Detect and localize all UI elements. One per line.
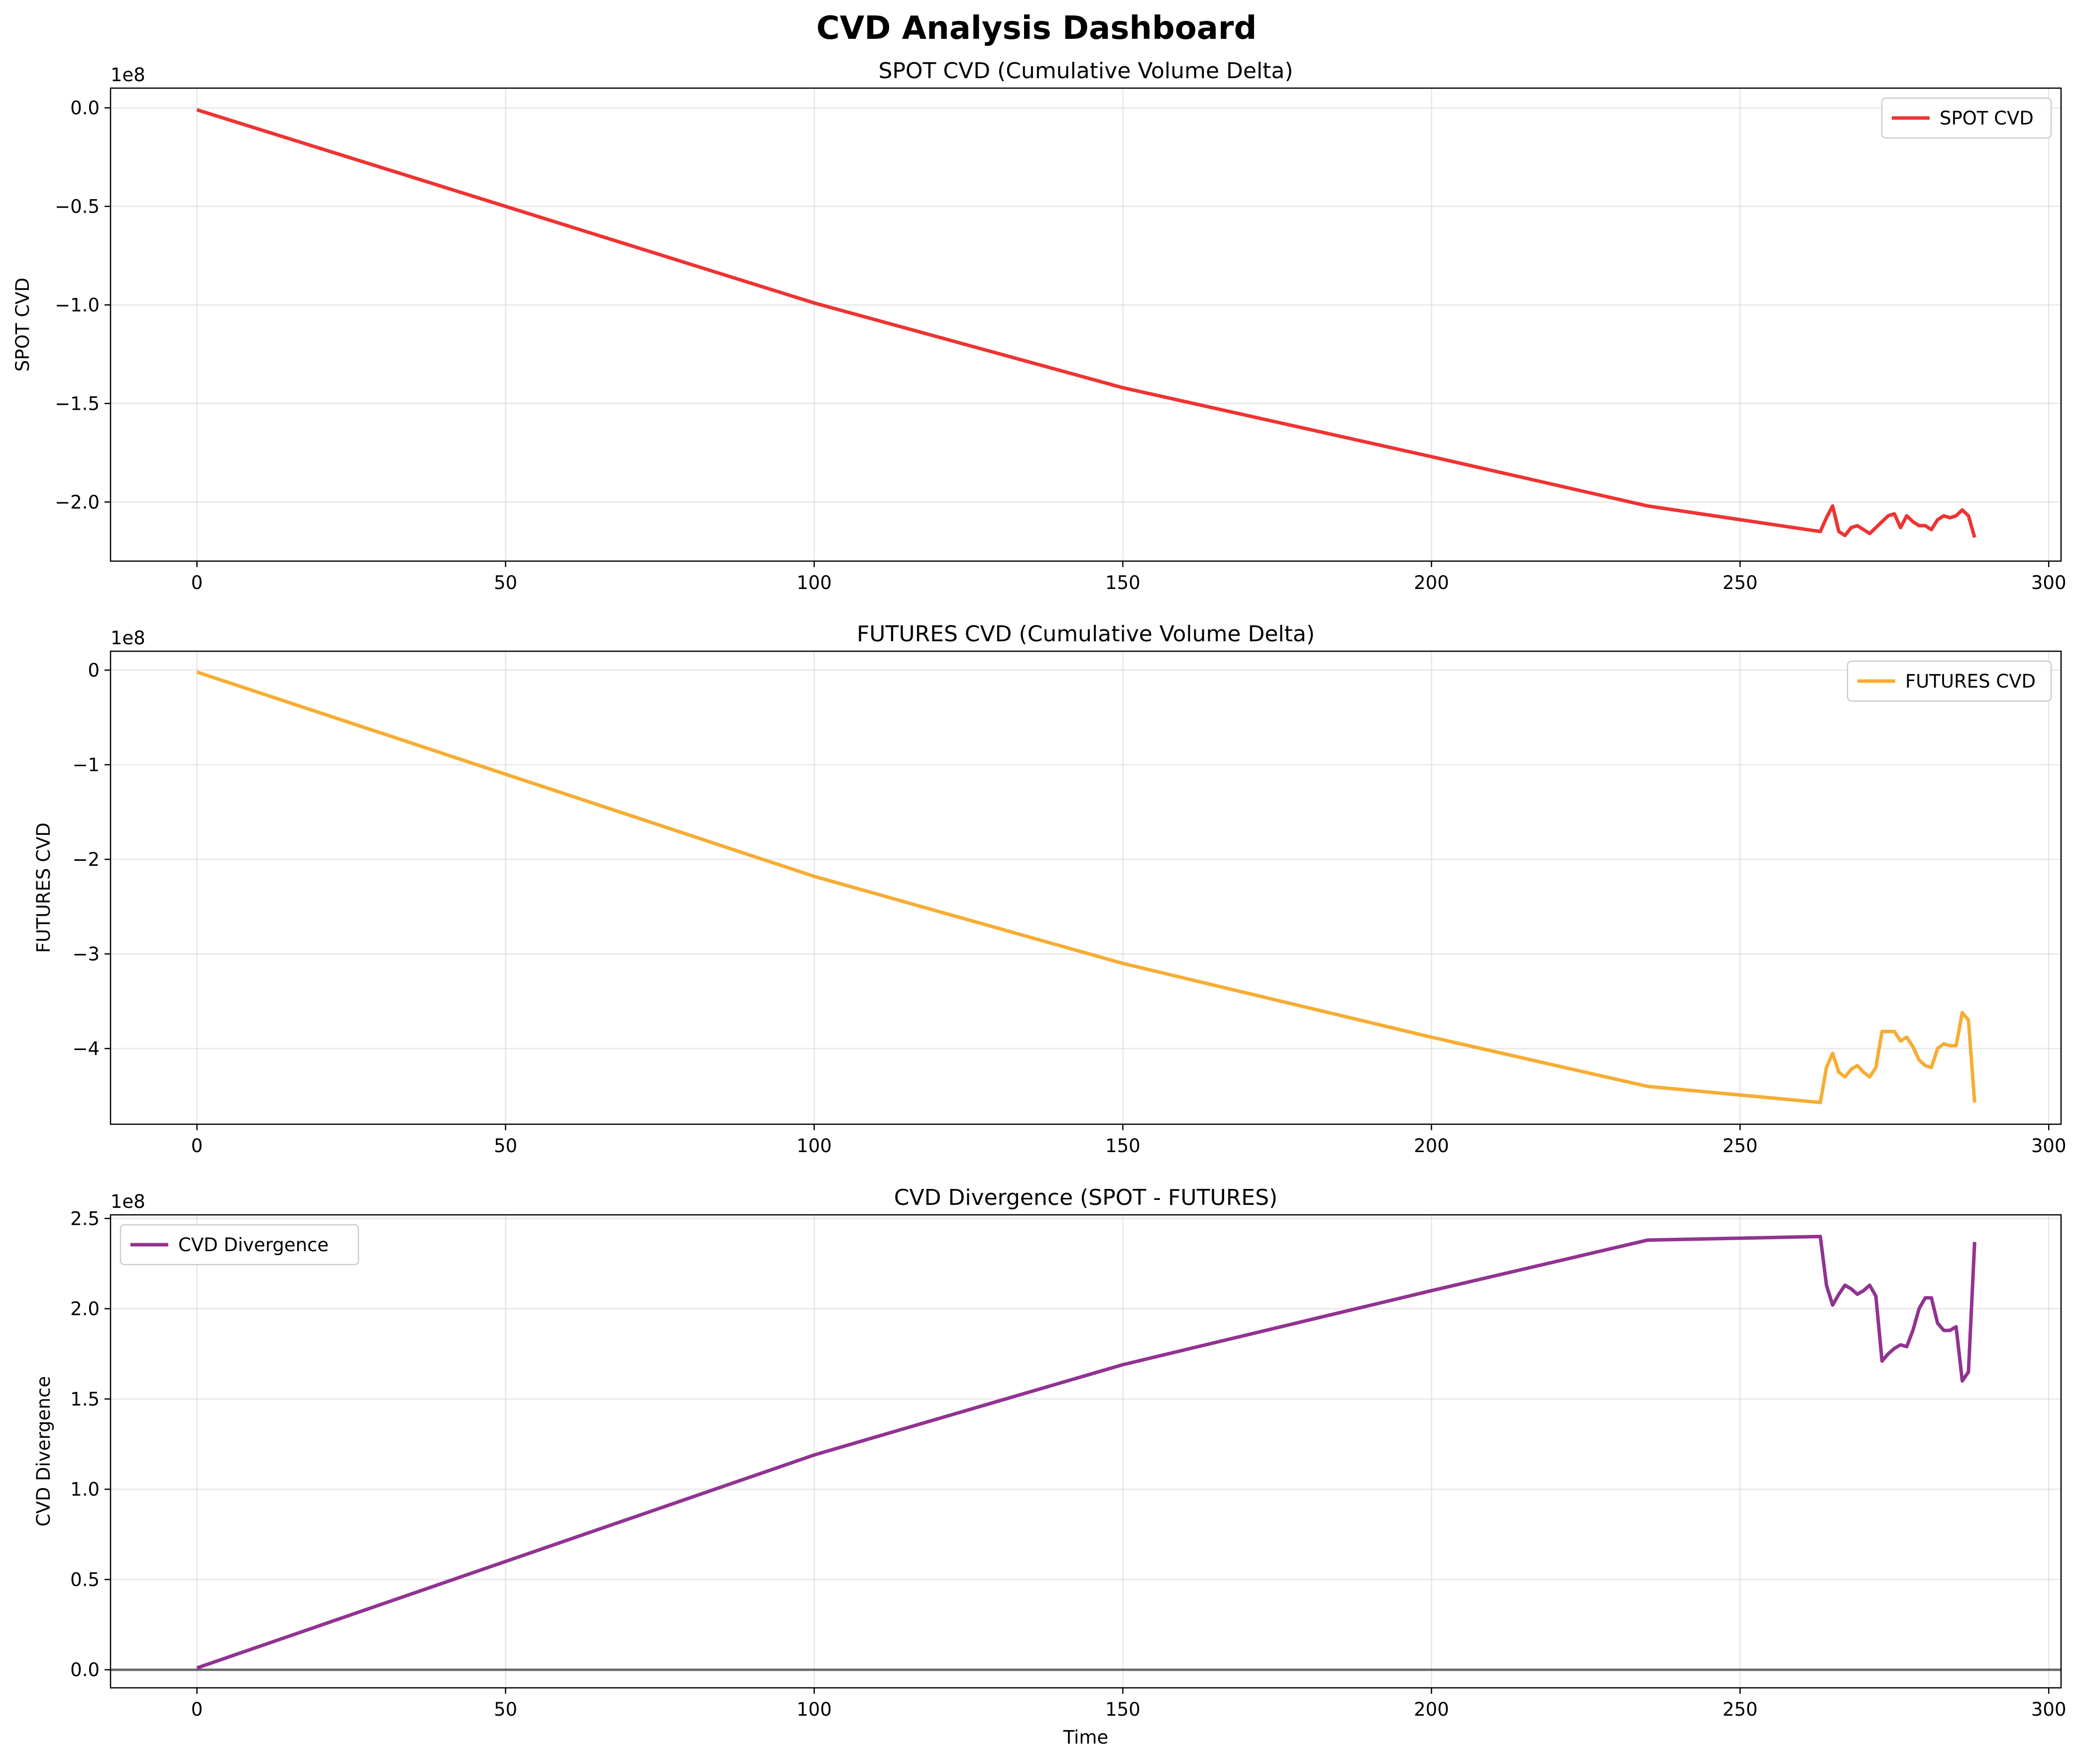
axes-frame	[110, 87, 2062, 562]
y-offset-label: 1e8	[111, 1191, 145, 1212]
x-tick-label: 300	[2031, 1699, 2067, 1720]
chart-panel-2: 0 50 100 150 200 250 300 0 −1 −2 −3 −4 1e8 FUTURES CV…	[33, 621, 2067, 1157]
plots-container: 0 50 100 150 200 250 300 0.0 −0.5 −1.0 −1.5 −2.0 1e8…	[12, 58, 2067, 1748]
x-tick-label: 150	[1105, 572, 1141, 593]
legend-label: SPOT CVD	[1940, 108, 2034, 129]
x-tick-label: 150	[1105, 1699, 1141, 1720]
x-axis-label: Time	[1063, 1727, 1109, 1748]
y-tick-label: −1.0	[55, 294, 100, 316]
y-tick-label: 0.0	[70, 98, 100, 119]
y-tick-label: −1	[72, 754, 100, 776]
legend: SPOT CVD	[1881, 97, 2052, 139]
legend-label: FUTURES CVD	[1905, 671, 2036, 692]
y-tick-label: −2.0	[55, 491, 100, 513]
series-line	[196, 1235, 1976, 1670]
y-tick-label: 2.5	[70, 1208, 100, 1229]
x-tick-label: 100	[797, 1699, 832, 1720]
x-tick-label: 150	[1105, 1135, 1141, 1157]
legend: CVD Divergence	[119, 1224, 359, 1266]
y-tick-label: −4	[72, 1038, 100, 1059]
x-tick-label: 100	[797, 1135, 832, 1157]
x-tick-label: 0	[191, 1699, 203, 1720]
x-tick-label: 50	[494, 1699, 517, 1720]
x-tick-label: 0	[191, 572, 203, 593]
x-tick-label: 100	[797, 572, 832, 593]
y-tick-label: 0.5	[70, 1569, 100, 1590]
legend-box	[119, 1224, 359, 1266]
y-axis-label: FUTURES CVD	[33, 823, 54, 953]
x-tick-label: 300	[2031, 1135, 2067, 1157]
dashboard-title: CVD Analysis Dashboard	[816, 10, 1257, 47]
x-tick-label: 200	[1414, 572, 1449, 593]
series-line	[196, 670, 1976, 1104]
x-tick-label: 200	[1414, 1135, 1449, 1157]
axes-frame	[110, 1214, 2062, 1689]
y-axis-label: SPOT CVD	[12, 278, 33, 372]
legend-box	[1881, 97, 2052, 139]
x-tick-label: 0	[191, 1135, 203, 1157]
x-tick-label: 250	[1723, 1135, 1758, 1157]
y-offset-label: 1e8	[111, 627, 145, 649]
axes-frame	[110, 650, 2062, 1125]
chart-panel-3: 0 50 100 150 200 250 300 0.0 0.5 1.0 1.5 2.0 2.5 1e8 C…	[33, 1185, 2067, 1748]
x-tick-label: 250	[1723, 1699, 1758, 1720]
x-tick-label: 50	[494, 572, 517, 593]
legend: FUTURES CVD	[1846, 660, 2052, 702]
chart-title: CVD Divergence (SPOT - FUTURES)	[894, 1185, 1277, 1210]
y-offset-label: 1e8	[111, 64, 145, 86]
x-tick-label: 50	[494, 1135, 517, 1157]
y-tick-label: −2	[72, 849, 100, 870]
y-tick-label: −3	[72, 943, 100, 965]
chart-title: FUTURES CVD (Cumulative Volume Delta)	[857, 621, 1315, 647]
y-tick-label: 2.0	[70, 1298, 100, 1320]
y-tick-label: 1.5	[70, 1389, 100, 1410]
chart-title: SPOT CVD (Cumulative Volume Delta)	[878, 58, 1293, 84]
x-tick-label: 200	[1414, 1699, 1449, 1720]
chart-panel-1: 0 50 100 150 200 250 300 0.0 −0.5 −1.0 −1.5 −2.0 1e8…	[12, 58, 2067, 593]
y-tick-label: 0.0	[70, 1659, 100, 1681]
x-tick-label: 300	[2031, 572, 2067, 593]
y-tick-label: −1.5	[55, 393, 100, 414]
legend-box	[1846, 660, 2052, 702]
y-axis-label: CVD Divergence	[33, 1376, 54, 1527]
y-tick-label: 0	[88, 660, 100, 681]
x-tick-label: 250	[1723, 572, 1758, 593]
y-tick-label: −0.5	[55, 196, 100, 218]
series-line	[196, 108, 1976, 538]
y-tick-label: 1.0	[70, 1479, 100, 1500]
legend-label: CVD Divergence	[178, 1234, 329, 1256]
